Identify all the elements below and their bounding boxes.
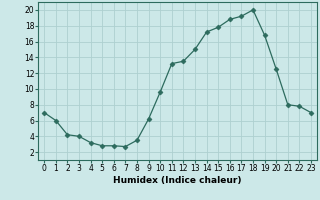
X-axis label: Humidex (Indice chaleur): Humidex (Indice chaleur) [113,176,242,185]
